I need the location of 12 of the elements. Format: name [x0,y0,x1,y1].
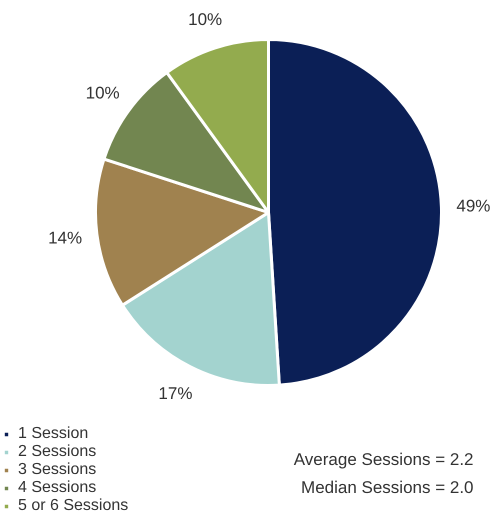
data-label: 14% [48,228,82,248]
legend-label: 4 Sessions [18,479,96,497]
data-label: 49% [456,196,490,216]
data-label: 10% [86,84,120,103]
legend-label: 1 Session [18,425,88,443]
legend-label: 5 or 6 Sessions [18,497,128,515]
text: Median Sessions = 2.0 [301,478,474,497]
legend-label: 2 Sessions [18,443,96,461]
data-label: 17% [158,384,192,403]
data-label: 10% [188,10,222,29]
legend-label: 3 Sessions [18,461,96,479]
text: Average Sessions = 2.2 [294,450,474,469]
